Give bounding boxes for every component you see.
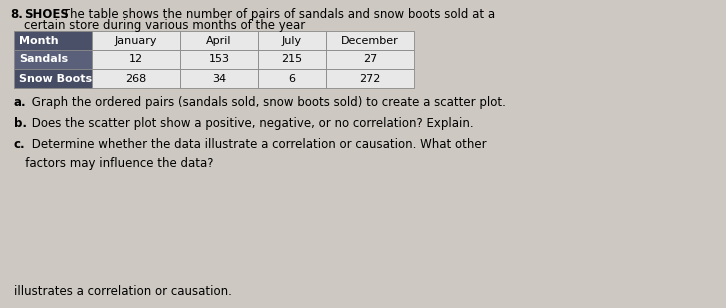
Text: Snow Boots: Snow Boots <box>19 74 92 83</box>
Bar <box>180 69 258 88</box>
Text: 215: 215 <box>282 55 303 64</box>
Text: SHOES: SHOES <box>24 8 69 21</box>
Bar <box>180 50 258 69</box>
Text: The table shows the number of pairs of sandals and snow boots sold at a: The table shows the number of pairs of s… <box>59 8 495 21</box>
Bar <box>258 31 326 50</box>
Text: a.: a. <box>14 96 27 109</box>
Bar <box>326 31 414 50</box>
Text: December: December <box>341 35 399 46</box>
Text: Month: Month <box>19 35 59 46</box>
Text: Graph the ordered pairs (sandals sold, snow boots sold) to create a scatter plot: Graph the ordered pairs (sandals sold, s… <box>28 96 506 109</box>
Text: 153: 153 <box>208 55 229 64</box>
Text: Does the scatter plot show a positive, negative, or no correlation? Explain.: Does the scatter plot show a positive, n… <box>28 117 473 130</box>
Bar <box>92 69 180 88</box>
Text: 268: 268 <box>126 74 147 83</box>
Text: Sandals: Sandals <box>19 55 68 64</box>
Bar <box>92 50 180 69</box>
Bar <box>14 31 92 50</box>
Bar <box>92 31 180 50</box>
Bar <box>258 69 326 88</box>
Text: illustrates a correlation or causation.: illustrates a correlation or causation. <box>14 285 232 298</box>
Text: July: July <box>282 35 302 46</box>
Text: c.: c. <box>14 138 25 151</box>
Text: b.: b. <box>14 117 27 130</box>
Text: 27: 27 <box>363 55 377 64</box>
Text: January: January <box>115 35 158 46</box>
Text: certain store during various months of the year: certain store during various months of t… <box>24 19 305 32</box>
Bar <box>180 31 258 50</box>
Text: 6: 6 <box>288 74 295 83</box>
Text: Determine whether the data illustrate a correlation or causation. What other: Determine whether the data illustrate a … <box>28 138 486 151</box>
Bar <box>326 69 414 88</box>
Text: 12: 12 <box>129 55 143 64</box>
Text: 8.: 8. <box>10 8 23 21</box>
Text: 272: 272 <box>359 74 380 83</box>
Bar <box>14 69 92 88</box>
Text: 34: 34 <box>212 74 226 83</box>
Bar <box>258 50 326 69</box>
Text: factors may influence the data?: factors may influence the data? <box>14 157 213 170</box>
Bar <box>326 50 414 69</box>
Bar <box>14 50 92 69</box>
Text: April: April <box>206 35 232 46</box>
